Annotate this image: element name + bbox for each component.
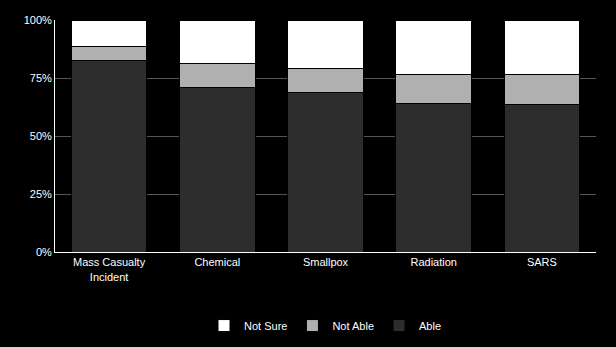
svg-text:Mass CasualtyIncident: Mass CasualtyIncident [73, 256, 146, 282]
svg-text:SARS: SARS [527, 256, 557, 268]
svg-text:75%: 75% [30, 72, 52, 84]
svg-text:100%: 100% [24, 14, 52, 26]
svg-text:Radiation: Radiation [410, 256, 456, 268]
svg-text:Smallpox: Smallpox [303, 256, 349, 268]
svg-text:Not Able: Not Able [332, 320, 374, 332]
svg-text:50%: 50% [30, 130, 52, 142]
svg-text:25%: 25% [30, 188, 52, 200]
svg-text:0%: 0% [36, 246, 52, 258]
svg-text:Not Sure: Not Sure [244, 320, 287, 332]
svg-text:Able: Able [419, 320, 441, 332]
svg-text:Chemical: Chemical [194, 256, 240, 268]
